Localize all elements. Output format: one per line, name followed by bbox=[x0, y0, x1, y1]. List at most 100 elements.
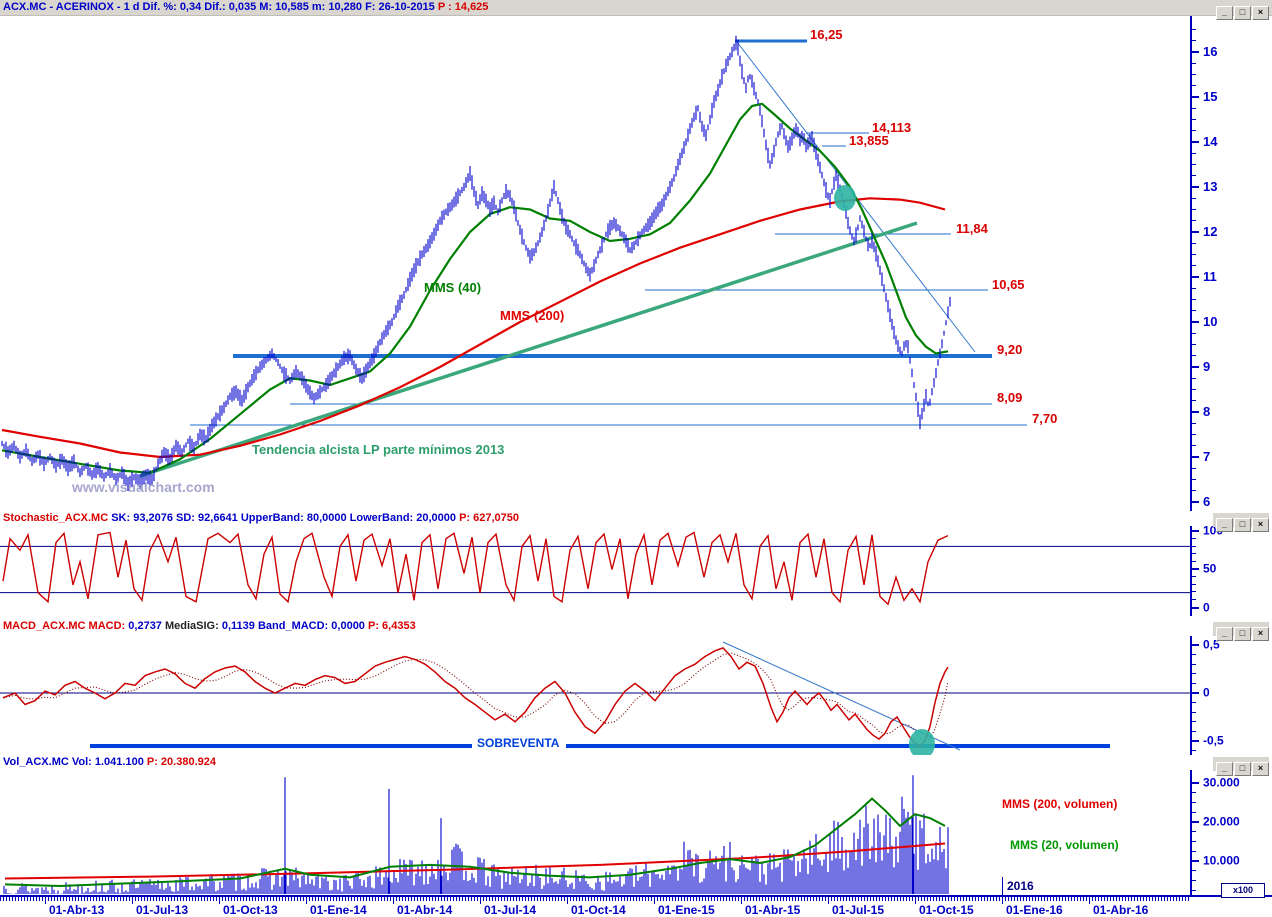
stochastic-header: Stochastic_ACX.MC SK: 93,2076 SD: 92,664… bbox=[0, 511, 1193, 525]
axis-minor-tick bbox=[1192, 560, 1196, 562]
date-label: 01-Oct-13 bbox=[223, 903, 278, 917]
axis-major-tick bbox=[1192, 530, 1199, 532]
date-major-tick bbox=[219, 897, 220, 904]
volume-chart-canvas[interactable] bbox=[0, 770, 1190, 895]
axis-label: 14 bbox=[1203, 133, 1218, 149]
price-level-label: 13,855 bbox=[849, 133, 889, 148]
axis-minor-tick bbox=[1192, 130, 1196, 132]
header-segment: SK: 93,2076 SD: 92,6641 UpperBand: 80,00… bbox=[111, 512, 460, 524]
macd-axis[interactable]: 0,5 0 -0,5 bbox=[1190, 636, 1272, 755]
year-separator-tick bbox=[1002, 877, 1003, 895]
axis-major-tick bbox=[1192, 607, 1199, 609]
watermark: www.visualchart.com bbox=[72, 479, 215, 495]
date-label: 01-Ene-16 bbox=[1006, 903, 1063, 917]
axis-minor-tick bbox=[1192, 682, 1196, 684]
axis-minor-tick bbox=[1192, 422, 1196, 424]
axis-minor-tick bbox=[1192, 85, 1196, 87]
axis-line bbox=[1190, 636, 1192, 755]
axis-minor-tick bbox=[1192, 175, 1196, 177]
date-label: 01-Abr-14 bbox=[397, 903, 453, 917]
axis-minor-tick bbox=[1192, 344, 1196, 345]
maximize-button[interactable]: □ bbox=[1234, 518, 1251, 532]
axis-minor-tick bbox=[1192, 467, 1196, 469]
axis-label: -0,5 bbox=[1203, 733, 1224, 748]
price-chart-canvas[interactable] bbox=[0, 16, 1190, 511]
axis-minor-tick bbox=[1192, 400, 1196, 402]
volume-unit-box: x100 bbox=[1221, 883, 1265, 898]
axis-label: 12 bbox=[1203, 223, 1218, 239]
date-label: 01-Jul-13 bbox=[136, 903, 189, 917]
header-segment: Stochastic_ACX.MC bbox=[3, 512, 112, 524]
axis-label: 11 bbox=[1203, 268, 1217, 284]
date-major-tick bbox=[654, 897, 655, 904]
date-major-tick bbox=[915, 897, 916, 904]
vol-mms200-label: MMS (200, volumen) bbox=[1002, 797, 1118, 811]
header-segment: P: 627,0750 bbox=[459, 512, 520, 524]
axis-minor-tick bbox=[1192, 119, 1196, 120]
axis-major-tick bbox=[1192, 321, 1199, 323]
axis-minor-tick bbox=[1192, 553, 1196, 555]
close-button[interactable]: × bbox=[1252, 518, 1269, 532]
date-axis[interactable]: 01-Abr-13 01-Jul-13 01-Oct-13 01-Ene-14 01-A… bbox=[0, 895, 1272, 917]
minimize-button[interactable]: _ bbox=[1216, 6, 1233, 20]
date-label: 01-Abr-16 bbox=[1093, 903, 1149, 917]
axis-minor-tick bbox=[1192, 750, 1196, 752]
close-button[interactable]: × bbox=[1252, 762, 1269, 776]
volume-axis[interactable]: 30.000 20.000 10.000 bbox=[1190, 770, 1272, 895]
axis-minor-tick bbox=[1192, 711, 1196, 713]
axis-minor-tick bbox=[1192, 702, 1196, 704]
axis-minor-tick bbox=[1192, 287, 1196, 289]
axis-major-tick bbox=[1192, 186, 1199, 188]
minimize-button[interactable]: _ bbox=[1216, 627, 1233, 641]
price-axis[interactable]: 16 15 14 13 12 11 10 9 8 7 6 bbox=[1190, 16, 1272, 512]
axis-major-tick bbox=[1192, 692, 1199, 694]
axis-major-tick bbox=[1192, 366, 1199, 368]
axis-minor-tick bbox=[1192, 152, 1196, 154]
date-label: 01-Abr-13 bbox=[49, 903, 105, 917]
axis-minor-tick bbox=[1192, 792, 1196, 794]
axis-minor-tick bbox=[1192, 445, 1196, 447]
date-major-tick bbox=[1089, 897, 1090, 904]
axis-minor-tick bbox=[1192, 490, 1196, 492]
axis-minor-tick bbox=[1192, 197, 1196, 199]
axis-label: 0 bbox=[1203, 685, 1210, 700]
stochastic-chart-canvas[interactable] bbox=[0, 526, 1190, 616]
axis-major-tick bbox=[1192, 456, 1199, 458]
macd-header: MACD_ACX.MC MACD: 0,2737 MediaSIG: 0,113… bbox=[0, 619, 1193, 633]
window-controls: _ □ × bbox=[1213, 622, 1269, 641]
minimize-button[interactable]: _ bbox=[1216, 518, 1233, 532]
vol-mms20-label: MMS (20, volumen) bbox=[1010, 838, 1119, 852]
close-button[interactable]: × bbox=[1252, 627, 1269, 641]
axis-minor-tick bbox=[1192, 242, 1196, 244]
macd-chart-canvas[interactable] bbox=[0, 636, 1190, 755]
axis-label: 16 bbox=[1203, 43, 1218, 59]
date-label: 01-Ene-15 bbox=[658, 903, 715, 917]
date-label: 01-Abr-15 bbox=[745, 903, 801, 917]
axis-major-tick bbox=[1192, 782, 1199, 784]
header-segment: 0,2737 bbox=[128, 620, 162, 632]
axis-minor-tick bbox=[1192, 654, 1196, 656]
axis-minor-tick bbox=[1192, 802, 1196, 803]
axis-label: 15 bbox=[1203, 88, 1218, 104]
axis-line bbox=[1190, 526, 1192, 616]
header-segment: P: 20.380.924 bbox=[146, 756, 216, 768]
axis-major-tick bbox=[1192, 644, 1199, 646]
axis-label: 8 bbox=[1203, 403, 1211, 419]
maximize-button[interactable]: □ bbox=[1234, 627, 1251, 641]
header-segment: Band_MACD: 0,0000 bbox=[254, 620, 368, 632]
minimize-button[interactable]: _ bbox=[1216, 762, 1233, 776]
axis-major-tick bbox=[1192, 821, 1199, 823]
volume-header: Vol_ACX.MC Vol: 1.041.100 P: 20.380.924 bbox=[0, 755, 1193, 769]
date-major-tick bbox=[567, 897, 568, 904]
maximize-button[interactable]: □ bbox=[1234, 762, 1251, 776]
maximize-button[interactable]: □ bbox=[1234, 6, 1251, 20]
price-level-label: 14,113 bbox=[872, 120, 912, 135]
axis-major-tick bbox=[1192, 740, 1199, 742]
axis-label: 20.000 bbox=[1203, 814, 1240, 829]
date-major-tick bbox=[132, 897, 133, 904]
axis-label: 10 bbox=[1203, 313, 1218, 329]
axis-major-tick bbox=[1192, 860, 1199, 862]
stochastic-axis[interactable]: 100 50 0 bbox=[1190, 523, 1272, 616]
close-button[interactable]: × bbox=[1252, 6, 1269, 20]
